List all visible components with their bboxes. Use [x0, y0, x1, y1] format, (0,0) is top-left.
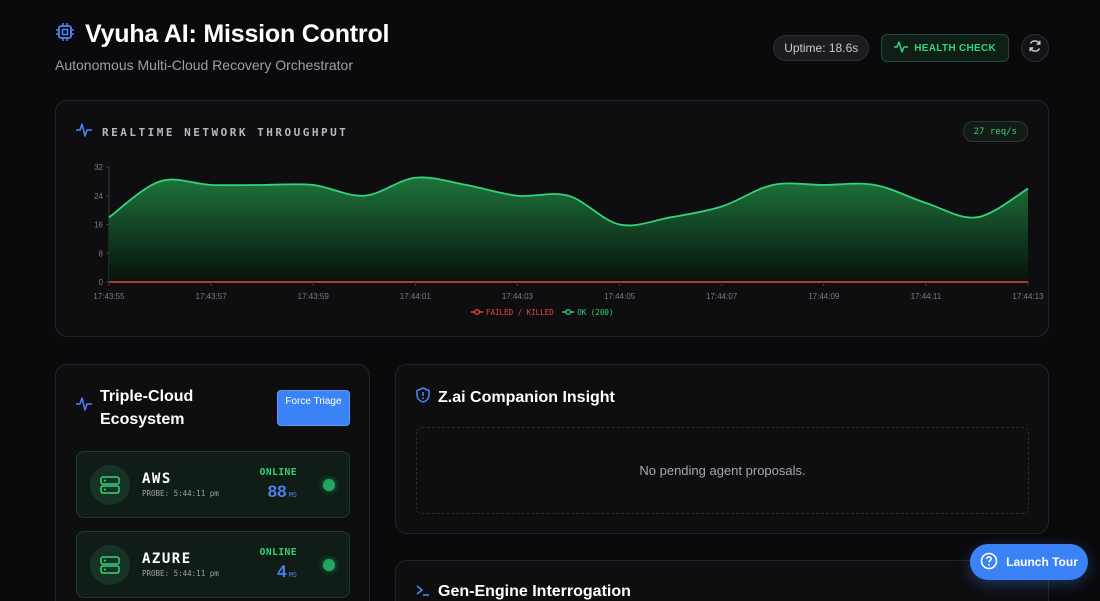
chart-title: REALTIME NETWORK THROUGHPUT — [102, 126, 349, 139]
x-tick-label: 17:43:57 — [196, 292, 228, 301]
pulse-icon — [76, 123, 92, 142]
refresh-icon — [1028, 39, 1042, 58]
activity-icon — [894, 40, 909, 56]
refresh-button[interactable] — [1021, 34, 1049, 62]
chip-icon — [55, 22, 75, 47]
header: Vyuha AI: Mission Control Autonomous Mul… — [55, 20, 1049, 80]
y-tick-label: 8 — [99, 249, 104, 258]
x-tick-label: 17:44:01 — [400, 292, 432, 301]
throughput-chart: 0 8 16 24 32 17:43:55 17:43:57 17:43:59 17:44:01… — [93, 163, 1044, 317]
y-tick-label: 32 — [94, 163, 103, 172]
ok-series-area — [109, 177, 1028, 282]
gen-engine-title: Gen-Engine Interrogation — [438, 583, 631, 600]
y-tick-label: 16 — [94, 221, 103, 230]
help-icon — [980, 552, 998, 573]
status-dot — [323, 479, 335, 491]
cloud-name: AWS — [142, 471, 172, 487]
latency-unit: MS — [288, 491, 297, 499]
throughput-panel: 0 8 16 24 32 17:43:55 17:43:57 17:43:59 17:44:01… — [55, 100, 1049, 337]
pulse-icon — [76, 397, 92, 431]
page-subtitle: Autonomous Multi-Cloud Recovery Orchestr… — [55, 57, 354, 73]
cloud-card-aws[interactable]: AWS PROBE: 5:44:11 pm ONLINE 88 MS — [76, 451, 350, 518]
x-tick-label: 17:43:59 — [298, 292, 330, 301]
empty-proposals-message: No pending agent proposals. — [416, 427, 1029, 514]
health-check-button[interactable]: HEALTH CHECK — [881, 34, 1009, 62]
x-tick-label: 17:44:09 — [808, 292, 840, 301]
server-icon — [90, 465, 130, 505]
latency-readout: 88 MS — [268, 482, 297, 502]
x-tick-label: 17:44:07 — [706, 292, 738, 301]
legend-item: FAILED / KILLED — [471, 308, 554, 317]
status-dot — [323, 559, 335, 571]
y-tick-label: 0 — [99, 278, 104, 287]
terminal-icon — [416, 583, 430, 601]
server-icon — [90, 545, 130, 585]
legend-item: OK (200) — [562, 308, 613, 317]
insight-panel: Z.ai Companion Insight No pending agent … — [395, 364, 1049, 534]
cloud-card-azure[interactable]: AZURE PROBE: 5:44:11 pm ONLINE 4 MS — [76, 531, 350, 598]
probe-time: PROBE: 5:44:11 pm — [142, 489, 219, 498]
x-tick-label: 17:44:05 — [604, 292, 636, 301]
launch-tour-label: Launch Tour — [1006, 555, 1078, 569]
gen-engine-panel: Gen-Engine Interrogation — [395, 560, 1049, 601]
status-badge: ONLINE — [259, 547, 297, 558]
probe-time: PROBE: 5:44:11 pm — [142, 569, 219, 578]
health-check-label: HEALTH CHECK — [914, 42, 996, 54]
latency-value: 4 — [277, 562, 287, 581]
insight-title: Z.ai Companion Insight — [438, 388, 615, 406]
uptime-badge: Uptime: 18.6s — [773, 35, 870, 61]
status-badge: ONLINE — [259, 467, 297, 478]
y-tick-label: 24 — [94, 192, 103, 201]
ecosystem-title: Triple-Cloud Ecosystem — [100, 388, 194, 428]
legend-label: OK (200) — [577, 308, 613, 317]
legend-marker — [565, 308, 572, 316]
shield-icon — [416, 387, 430, 408]
legend-marker — [473, 308, 481, 316]
x-tick-label: 17:44:11 — [911, 292, 942, 301]
request-rate-badge: 27 req/s — [962, 121, 1028, 142]
ecosystem-panel: Triple-Cloud Ecosystem Force Triage AWS … — [55, 364, 370, 601]
x-tick-label: 17:44:03 — [502, 292, 534, 301]
ok-series-line — [108, 176, 1029, 227]
cloud-name: AZURE — [142, 551, 192, 567]
latency-unit: MS — [288, 571, 297, 579]
legend-label: FAILED / KILLED — [486, 308, 554, 317]
launch-tour-button[interactable]: Launch Tour — [970, 544, 1088, 580]
latency-value: 88 — [267, 482, 287, 501]
force-triage-button[interactable]: Force Triage — [277, 390, 350, 426]
latency-readout: 4 MS — [277, 562, 297, 582]
x-tick-label: 17:44:13 — [1012, 292, 1044, 301]
page-title: Vyuha AI: Mission Control — [85, 20, 390, 48]
x-tick-label: 17:43:55 — [93, 292, 125, 301]
